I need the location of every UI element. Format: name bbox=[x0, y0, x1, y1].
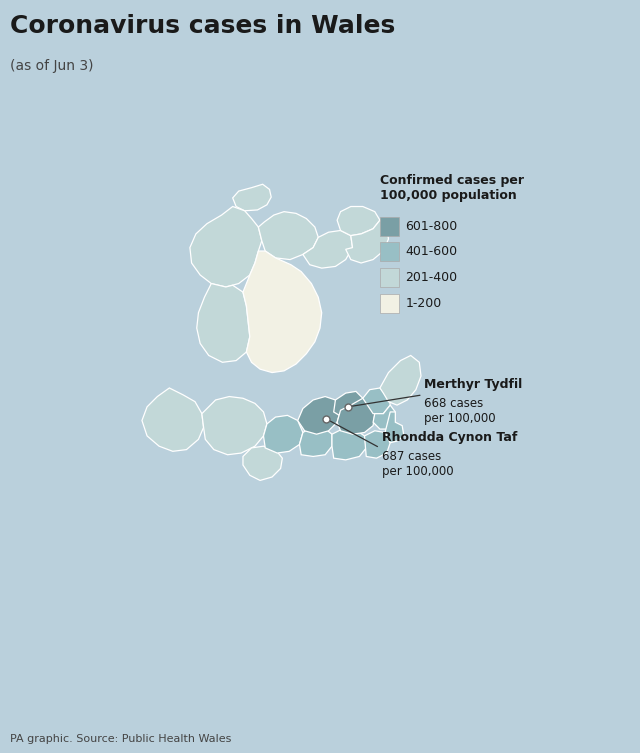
Polygon shape bbox=[243, 447, 282, 480]
Polygon shape bbox=[298, 397, 340, 434]
Polygon shape bbox=[363, 388, 390, 413]
Polygon shape bbox=[346, 220, 388, 263]
Polygon shape bbox=[259, 212, 318, 260]
FancyBboxPatch shape bbox=[380, 294, 399, 312]
Text: 601-800: 601-800 bbox=[406, 220, 458, 233]
Text: Coronavirus cases in Wales: Coronavirus cases in Wales bbox=[10, 14, 395, 38]
Text: 1-200: 1-200 bbox=[406, 297, 442, 309]
Text: (as of Jun 3): (as of Jun 3) bbox=[10, 59, 93, 72]
Polygon shape bbox=[142, 388, 204, 451]
Polygon shape bbox=[365, 431, 390, 458]
Text: 201-400: 201-400 bbox=[406, 271, 458, 284]
Polygon shape bbox=[233, 184, 271, 211]
Text: 668 cases
per 100,000: 668 cases per 100,000 bbox=[424, 397, 496, 425]
Polygon shape bbox=[337, 206, 380, 236]
Polygon shape bbox=[380, 355, 421, 405]
Text: PA graphic. Source: Public Health Wales: PA graphic. Source: Public Health Wales bbox=[10, 733, 231, 744]
Polygon shape bbox=[333, 392, 363, 417]
Text: 687 cases
per 100,000: 687 cases per 100,000 bbox=[381, 450, 453, 477]
Polygon shape bbox=[303, 230, 353, 268]
Polygon shape bbox=[202, 397, 267, 455]
Polygon shape bbox=[190, 206, 262, 287]
Polygon shape bbox=[337, 398, 375, 434]
Polygon shape bbox=[332, 429, 366, 460]
FancyBboxPatch shape bbox=[380, 242, 399, 261]
Text: Confirmed cases per
100,000 population: Confirmed cases per 100,000 population bbox=[380, 174, 524, 202]
Polygon shape bbox=[373, 405, 396, 429]
Polygon shape bbox=[196, 284, 250, 362]
FancyBboxPatch shape bbox=[380, 268, 399, 287]
Text: Rhondda Cynon Taf: Rhondda Cynon Taf bbox=[381, 431, 517, 444]
Polygon shape bbox=[385, 412, 404, 443]
Text: Merthyr Tydfil: Merthyr Tydfil bbox=[424, 379, 523, 392]
Polygon shape bbox=[264, 416, 303, 453]
Text: 401-600: 401-600 bbox=[406, 245, 458, 258]
Polygon shape bbox=[300, 428, 332, 456]
Polygon shape bbox=[243, 251, 322, 373]
FancyBboxPatch shape bbox=[380, 217, 399, 236]
